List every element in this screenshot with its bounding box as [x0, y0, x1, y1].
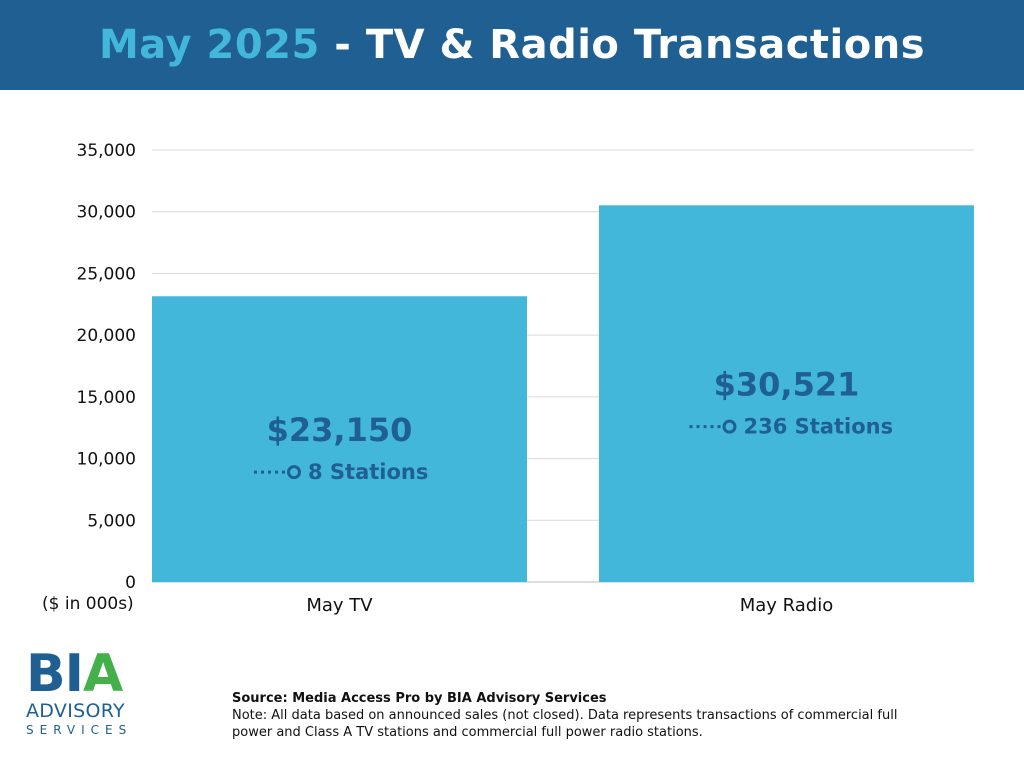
y-tick-label: 25,000: [77, 264, 136, 284]
page-title: May 2025 - TV & Radio Transactions: [99, 22, 925, 68]
y-tick-label: 10,000: [77, 450, 136, 470]
y-tick-label: 20,000: [77, 326, 136, 346]
data-label: $30,521: [714, 366, 860, 404]
station-label: 8 Stations: [308, 460, 428, 484]
station-label: 236 Stations: [744, 415, 894, 439]
y-tick-label: 5,000: [87, 511, 136, 531]
title-highlight: May 2025: [98, 22, 320, 68]
title-banner: May 2025 - TV & Radio Transactions: [0, 0, 1024, 90]
source-line: Source: Media Access Pro by BIA Advisory…: [232, 691, 607, 706]
logo-line1: ADVISORY: [26, 700, 125, 722]
unit-note: ($ in 000s): [42, 594, 134, 614]
station-marker-icon: [722, 419, 737, 434]
bar: [599, 205, 974, 582]
y-tick-label: 0: [125, 573, 136, 593]
x-tick-label: May Radio: [740, 595, 834, 616]
logo-line2: SERVICES: [26, 723, 133, 737]
footnote: Source: Media Access Pro by BIA Advisory…: [232, 690, 932, 741]
bar: [152, 296, 527, 582]
x-tick-label: May TV: [306, 595, 373, 616]
title-rest: - TV & Radio Transactions: [319, 22, 926, 68]
data-label: $23,150: [267, 411, 413, 449]
bar-chart: 0 5,000 10,000 15,000 20,000 25,000 30,000 35,0…: [77, 141, 974, 616]
station-marker-icon: [287, 465, 301, 480]
logo-mark: BIA: [26, 644, 123, 704]
y-tick-label: 15,000: [77, 388, 136, 408]
note-text: Note: All data based on announced sales …: [232, 708, 898, 740]
y-tick-label: 35,000: [77, 141, 136, 161]
bia-logo: BIA ADVISORY SERVICES: [26, 648, 146, 737]
y-tick-label: 30,000: [77, 203, 136, 223]
